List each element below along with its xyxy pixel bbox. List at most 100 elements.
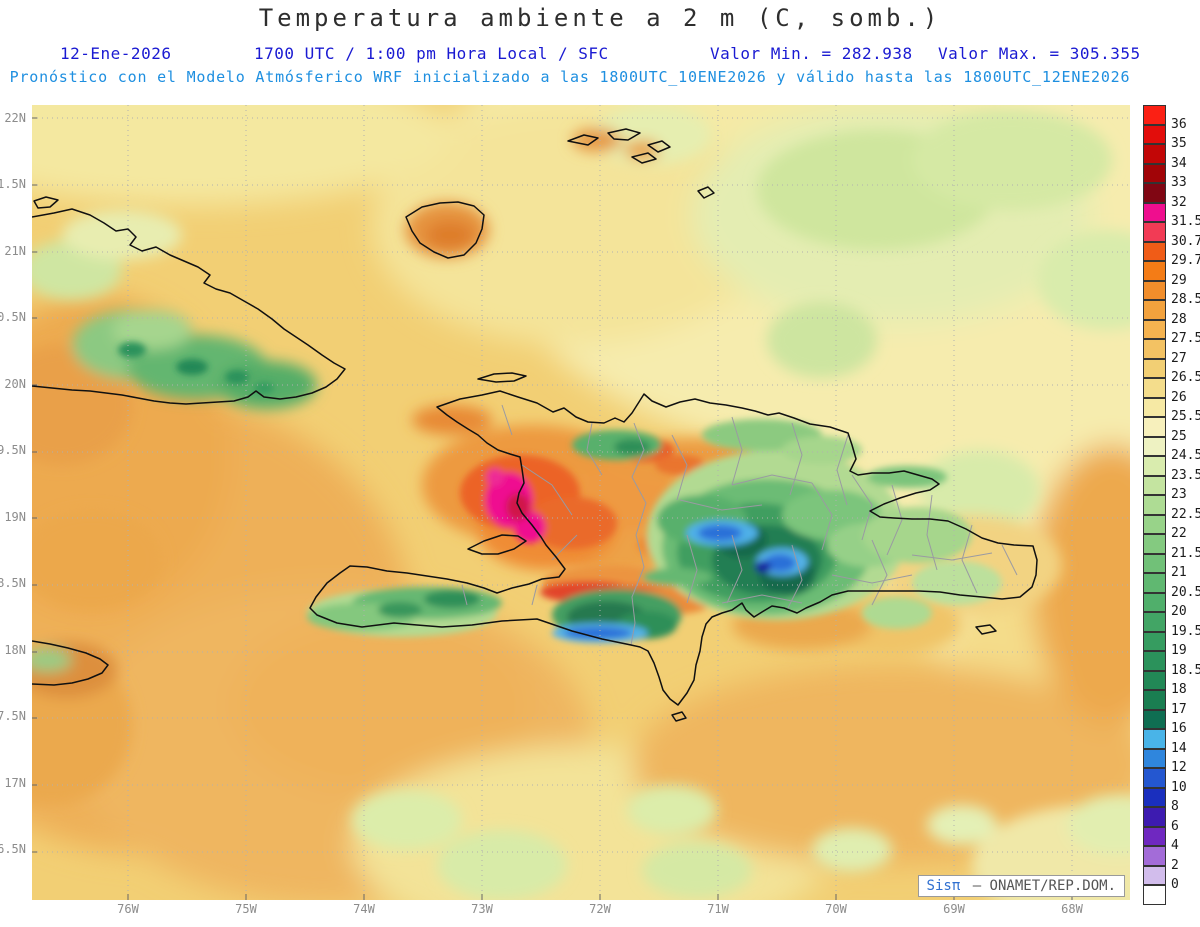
value-min: Valor Min. = 282.938 <box>710 44 913 63</box>
lon-tick-label: 70W <box>825 902 847 916</box>
colorbar-tick-label: 17 <box>1171 701 1187 717</box>
colorbar-cell <box>1143 397 1166 417</box>
colorbar-cell <box>1143 339 1166 359</box>
colorbar-tick-label: 36 <box>1171 116 1187 132</box>
colorbar-cell <box>1143 534 1166 554</box>
colorbar-tick-label: 30.7 <box>1171 233 1200 249</box>
colorbar-cell <box>1143 456 1166 476</box>
colorbar-cell <box>1143 885 1166 905</box>
lat-tick-label: 17N <box>4 775 26 790</box>
lat-tick-label: 19N <box>4 509 26 524</box>
lat-tick-label: 0.5N <box>0 310 26 325</box>
colorbar-tick-label: 21.5 <box>1171 545 1200 561</box>
lat-tick-label: 18N <box>4 642 26 657</box>
colorbar-tick-label: 26.5 <box>1171 370 1200 385</box>
lon-tick-label: 69W <box>943 902 965 916</box>
colorbar-tick-label: 35 <box>1171 136 1187 151</box>
colorbar-tick-label: 29.7 <box>1171 253 1200 268</box>
colorbar-tick-label: 32 <box>1171 194 1187 210</box>
lat-tick-label: 22N <box>4 111 26 125</box>
colorbar-tick-label: 22 <box>1171 526 1187 541</box>
colorbar-cell <box>1143 748 1166 768</box>
lat-tick-label: 20N <box>4 376 26 391</box>
colorbar-cell <box>1143 436 1166 456</box>
forecast-map <box>32 105 1130 900</box>
colorbar-tick-label: 14 <box>1171 740 1187 756</box>
colorbar-tick-label: 29 <box>1171 272 1187 288</box>
colorbar-cell <box>1143 807 1166 827</box>
colorbar-cell <box>1143 651 1166 671</box>
colorbar-tick-label: 18.5 <box>1171 662 1200 678</box>
colorbar-tick-label: 10 <box>1171 779 1187 795</box>
lon-tick-label: 75W <box>235 902 257 916</box>
colorbar-tick-label: 26 <box>1171 389 1187 405</box>
colorbar-tick-label: 27.5 <box>1171 331 1200 346</box>
lon-tick-label: 73W <box>471 902 493 916</box>
colorbar-tick-label: 20.5 <box>1171 584 1200 600</box>
colorbar-tick-label: 4 <box>1171 838 1179 853</box>
lat-tick-label: 1.5N <box>0 177 26 192</box>
colorbar-tick-label: 8 <box>1171 799 1179 814</box>
colorbar-cell <box>1143 670 1166 690</box>
colorbar-cell <box>1143 417 1166 437</box>
lat-tick-label: 21N <box>4 243 26 258</box>
colorbar-cell <box>1143 202 1166 222</box>
colorbar-tick-label: 23 <box>1171 487 1187 502</box>
colorbar-cell <box>1143 358 1166 378</box>
lat-tick-label: 8.5N <box>0 576 26 591</box>
lon-tick-label: 72W <box>589 902 611 916</box>
colorbar-cell <box>1143 729 1166 749</box>
colorbar-cell <box>1143 826 1166 846</box>
colorbar-cell <box>1143 787 1166 807</box>
lon-tick-label: 68W <box>1061 902 1083 916</box>
colorbar-tick-label: 25 <box>1171 428 1187 444</box>
colorbar-cell <box>1143 495 1166 515</box>
colorbar-cell <box>1143 612 1166 632</box>
colorbar-tick-label: 19.5 <box>1171 623 1200 639</box>
colorbar-cell <box>1143 300 1166 320</box>
colorbar-tick-label: 21 <box>1171 565 1187 580</box>
value-max: Valor Max. = 305.355 <box>938 44 1141 63</box>
lon-tick-label: 74W <box>353 902 375 916</box>
colorbar-cell <box>1143 573 1166 593</box>
colorbar-cell <box>1143 475 1166 495</box>
colorbar-tick-label: 25.5 <box>1171 409 1200 424</box>
watermark-system-name: Sisπ <box>926 878 961 894</box>
colorbar-cell <box>1143 241 1166 261</box>
model-init-line: Pronóstico con el Modelo Atmósferico WRF… <box>9 68 1131 86</box>
colorbar-cell <box>1143 690 1166 710</box>
colorbar-cell <box>1143 865 1166 885</box>
colorbar-cell <box>1143 144 1166 164</box>
forecast-time: 1700 UTC / 1:00 pm Hora Local / SFC <box>254 44 609 63</box>
colorbar-cell <box>1143 631 1166 651</box>
temperature-field <box>32 105 1130 900</box>
colorbar: 36 35 34 33 32 31.5 30.7 29.7 29 28.5 28 27.5 27 26.5… <box>1143 105 1200 915</box>
lon-tick-label: 76W <box>117 902 139 916</box>
page-title: Temperatura ambiente a 2 m (C, somb.) <box>258 4 942 32</box>
colorbar-cell <box>1143 709 1166 729</box>
colorbar-tick-label: 33 <box>1171 175 1187 190</box>
colorbar-cell <box>1143 280 1166 300</box>
colorbar-cell <box>1143 514 1166 534</box>
colorbar-cell <box>1143 261 1166 281</box>
colorbar-cell <box>1143 319 1166 339</box>
colorbar-tick-label: 31.5 <box>1171 214 1200 229</box>
lat-axis: 22N 1.5N 21N 0.5N 20N 9.5N 19N 8.5N 18N 7.5N 17N 6.… <box>0 0 29 927</box>
header-line-2: 12-Ene-2026 1700 UTC / 1:00 pm Hora Loca… <box>0 44 1200 64</box>
lon-tick-label: 71W <box>707 902 729 916</box>
colorbar-tick-label: 18 <box>1171 682 1187 697</box>
colorbar-cell <box>1143 592 1166 612</box>
colorbar-tick-label: 0 <box>1171 877 1179 892</box>
lon-axis: 76W 75W 74W 73W 72W 71W 70W 69W 68W <box>0 902 1140 920</box>
forecast-date: 12-Ene-2026 <box>60 44 172 63</box>
colorbar-cell <box>1143 768 1166 788</box>
colorbar-tick-label: 27 <box>1171 350 1187 366</box>
colorbar-tick-label: 12 <box>1171 760 1187 775</box>
colorbar-tick-label: 22.5 <box>1171 506 1200 522</box>
colorbar-cell <box>1143 222 1166 242</box>
colorbar-tick-label: 20 <box>1171 604 1187 619</box>
colorbar-tick-label: 34 <box>1171 155 1187 171</box>
colorbar-tick-label: 28.5 <box>1171 292 1200 307</box>
watermark-org: – ONAMET/REP.DOM. <box>972 878 1116 894</box>
